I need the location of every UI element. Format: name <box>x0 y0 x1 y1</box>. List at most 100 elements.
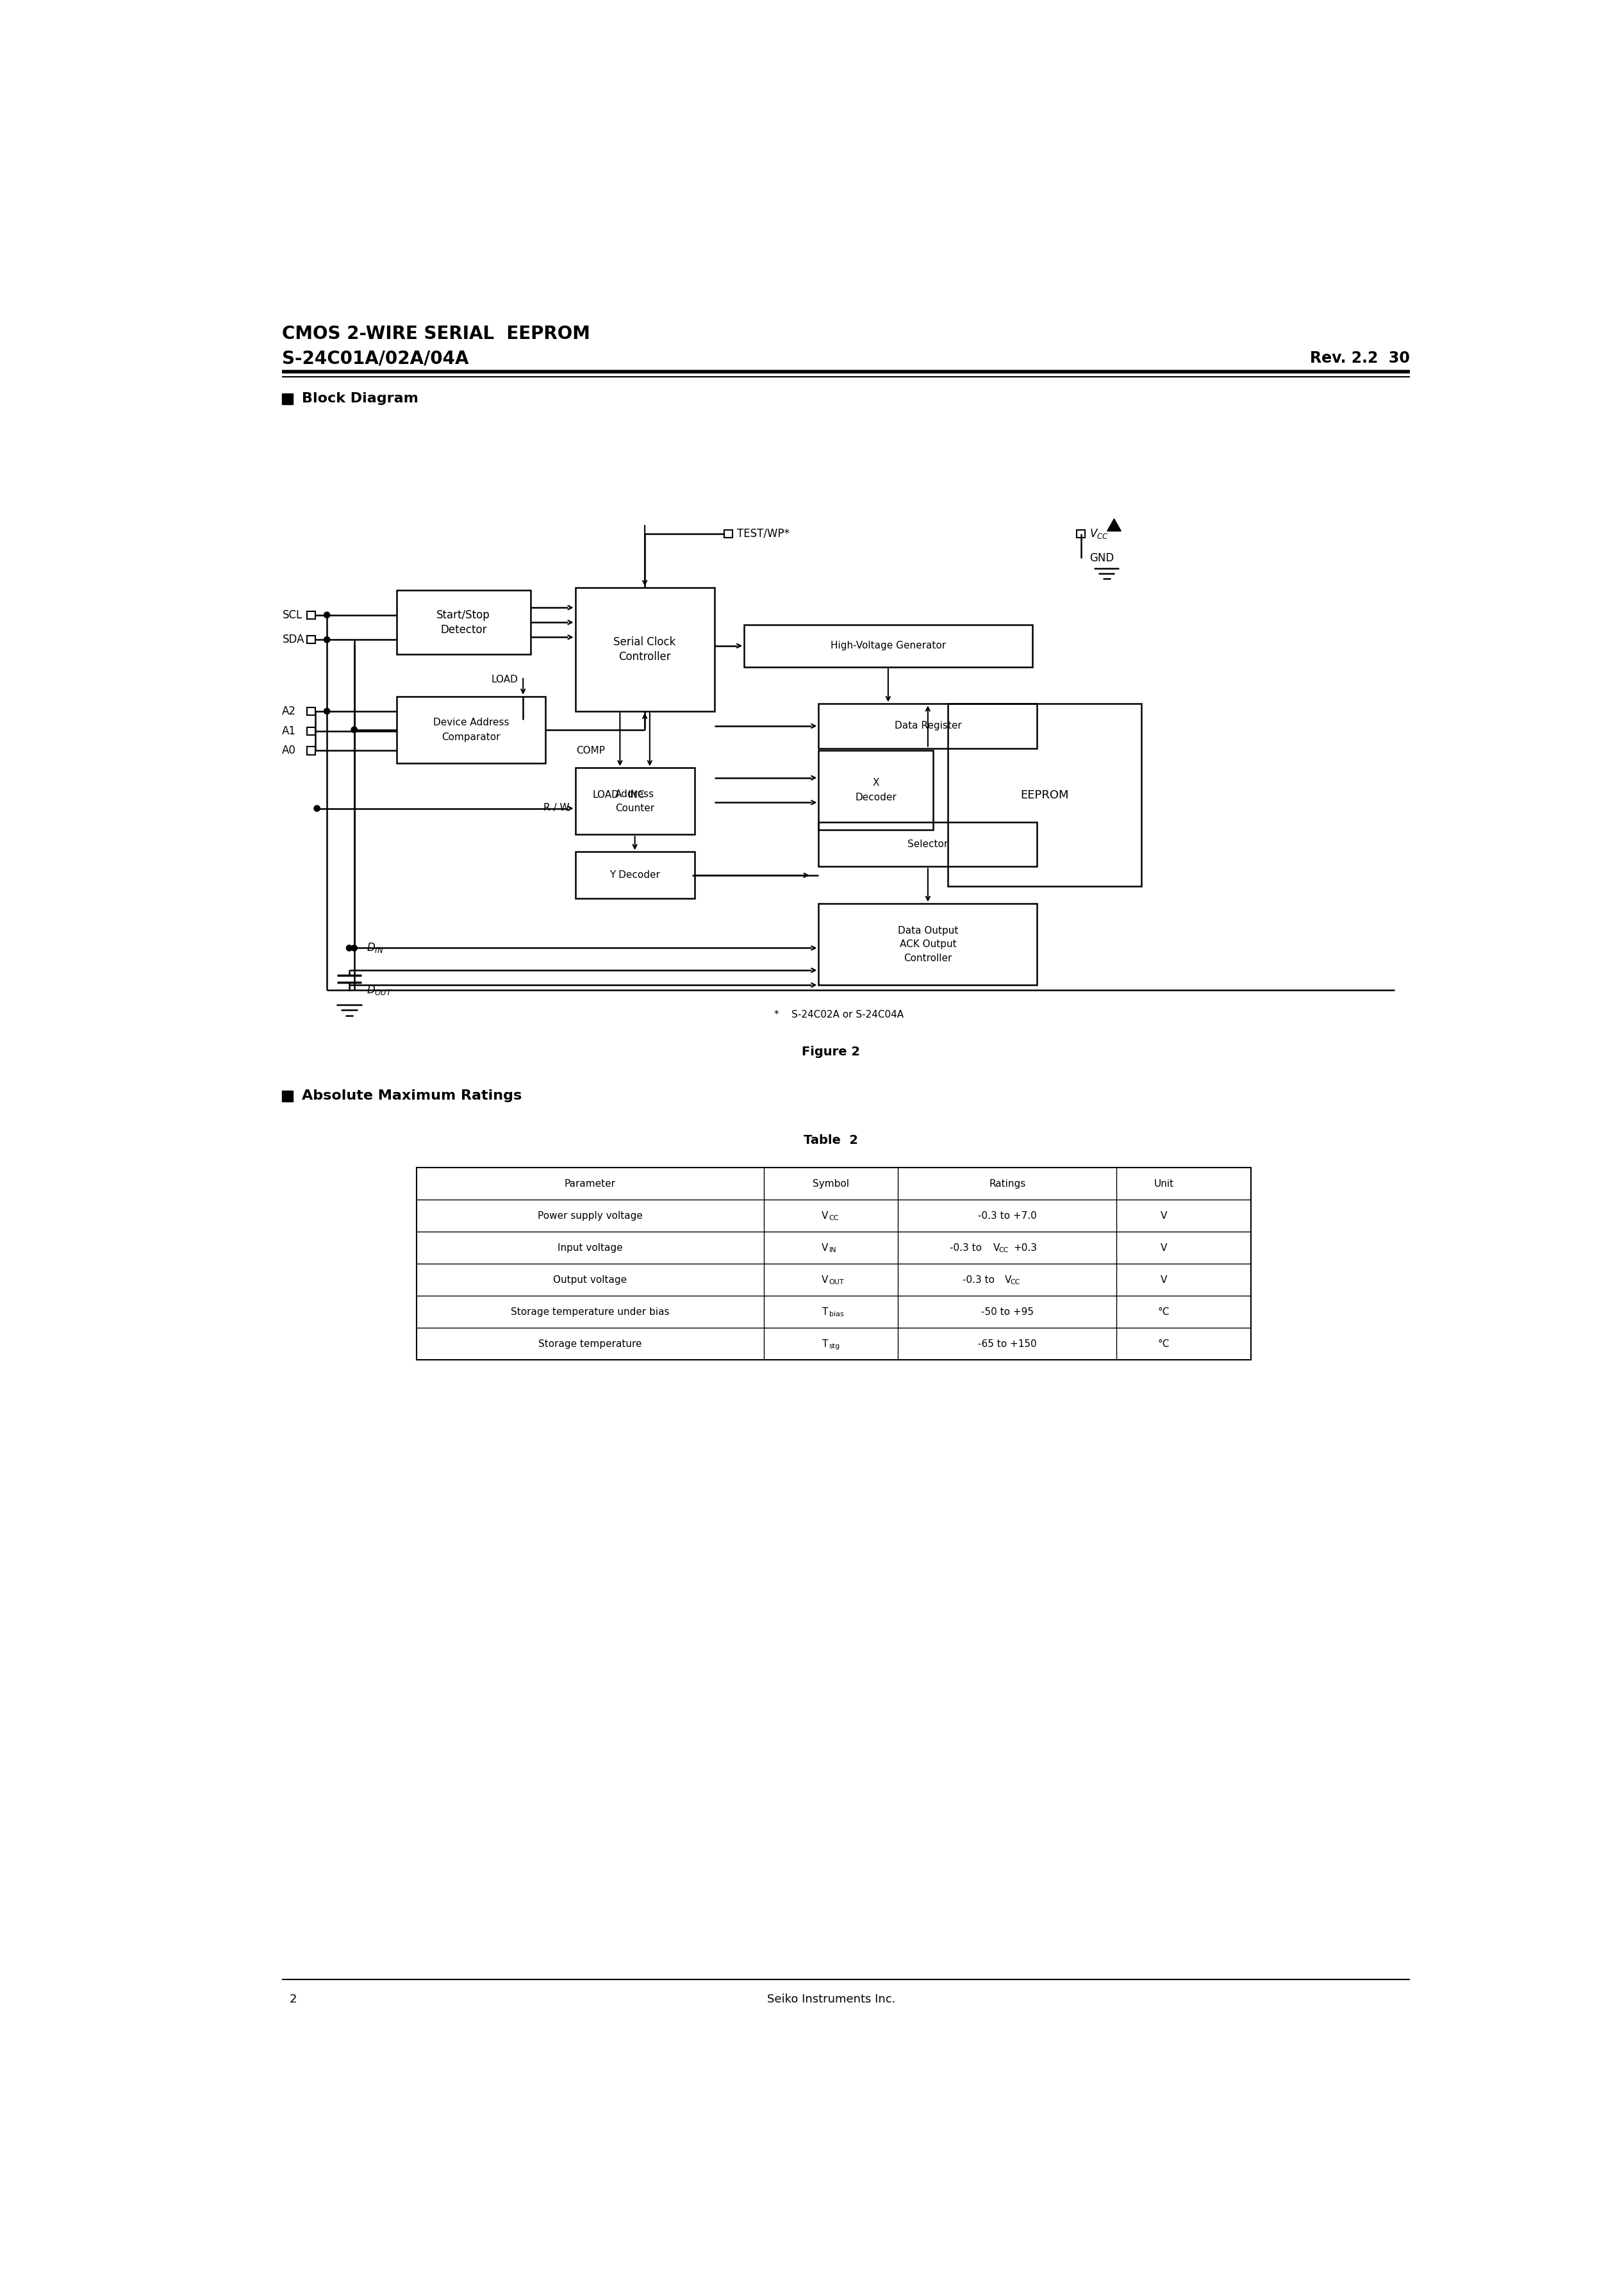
Bar <box>947 705 1142 886</box>
Text: Controller: Controller <box>618 652 672 664</box>
Text: EEPROM: EEPROM <box>1020 790 1069 801</box>
Text: GND: GND <box>1090 553 1114 565</box>
Text: Input voltage: Input voltage <box>558 1242 623 1254</box>
Text: Serial Clock: Serial Clock <box>613 636 676 647</box>
Bar <box>307 728 315 735</box>
Text: Y Decoder: Y Decoder <box>610 870 660 879</box>
Text: V: V <box>1160 1210 1168 1221</box>
Circle shape <box>315 806 320 810</box>
Text: Figure 2: Figure 2 <box>801 1045 860 1058</box>
Text: LOAD: LOAD <box>491 675 517 684</box>
Text: Table  2: Table 2 <box>805 1134 858 1146</box>
Text: S-24C01A/02A/04A: S-24C01A/02A/04A <box>282 349 469 367</box>
Text: LOAD: LOAD <box>592 790 620 799</box>
Text: Data Output: Data Output <box>897 925 959 934</box>
Text: bias: bias <box>829 1311 843 1318</box>
Text: Rev. 2.2  30: Rev. 2.2 30 <box>1309 351 1410 365</box>
Text: Device Address: Device Address <box>433 719 509 728</box>
Text: OUT: OUT <box>829 1279 843 1286</box>
Circle shape <box>324 613 329 618</box>
Bar <box>282 393 294 404</box>
Text: Symbol: Symbol <box>813 1178 850 1189</box>
Text: 2: 2 <box>290 1993 297 2004</box>
Text: A1: A1 <box>282 726 297 737</box>
Circle shape <box>324 707 329 714</box>
Text: INC: INC <box>628 790 646 799</box>
Bar <box>396 590 530 654</box>
Bar <box>282 1091 294 1102</box>
Text: Controller: Controller <box>903 953 952 962</box>
Bar <box>417 1169 1251 1359</box>
Text: $D_{OUT}$: $D_{OUT}$ <box>367 983 393 996</box>
Text: -0.3 to: -0.3 to <box>950 1242 985 1254</box>
Text: +0.3: +0.3 <box>1014 1242 1036 1254</box>
Text: Comparator: Comparator <box>441 732 500 742</box>
Text: Address: Address <box>615 790 654 799</box>
Text: V: V <box>821 1242 829 1254</box>
Text: Storage temperature: Storage temperature <box>539 1339 642 1348</box>
Circle shape <box>324 636 329 643</box>
Text: Output voltage: Output voltage <box>553 1274 628 1286</box>
Bar <box>1077 530 1085 537</box>
Circle shape <box>352 728 357 732</box>
Bar <box>576 852 694 898</box>
Text: Power supply voltage: Power supply voltage <box>537 1210 642 1221</box>
Text: CC: CC <box>1011 1279 1020 1286</box>
Text: V: V <box>821 1210 829 1221</box>
Bar <box>307 611 315 620</box>
Bar <box>307 746 315 755</box>
Bar <box>396 696 545 762</box>
Text: -0.3 to +7.0: -0.3 to +7.0 <box>978 1210 1036 1221</box>
Text: V: V <box>993 1242 1001 1254</box>
Text: IN: IN <box>829 1247 837 1254</box>
Bar <box>576 588 714 712</box>
Text: V: V <box>1006 1274 1012 1286</box>
Text: Storage temperature under bias: Storage temperature under bias <box>511 1306 670 1316</box>
Text: stg: stg <box>829 1343 840 1350</box>
Text: V: V <box>1160 1274 1168 1286</box>
Text: Parameter: Parameter <box>564 1178 616 1189</box>
Text: -65 to +150: -65 to +150 <box>978 1339 1036 1348</box>
Text: SCL: SCL <box>282 608 302 620</box>
Bar <box>819 751 933 829</box>
Text: High-Voltage Generator: High-Voltage Generator <box>830 641 946 650</box>
Text: A0: A0 <box>282 744 297 755</box>
Text: Counter: Counter <box>615 804 654 813</box>
Text: -0.3 to: -0.3 to <box>962 1274 998 1286</box>
Text: -50 to +95: -50 to +95 <box>981 1306 1033 1316</box>
Text: Decoder: Decoder <box>855 792 897 801</box>
Text: TEST/WP*: TEST/WP* <box>736 528 790 540</box>
Text: ACK Output: ACK Output <box>900 939 957 948</box>
Text: °C: °C <box>1158 1339 1169 1348</box>
Text: CC: CC <box>829 1215 839 1221</box>
Bar <box>307 636 315 643</box>
Text: V: V <box>821 1274 829 1286</box>
Text: °C: °C <box>1158 1306 1169 1316</box>
Text: $D_{IN}$: $D_{IN}$ <box>367 941 384 955</box>
Bar <box>819 905 1036 985</box>
Text: SDA: SDA <box>282 634 305 645</box>
Text: Seiko Instruments Inc.: Seiko Instruments Inc. <box>767 1993 895 2004</box>
Text: V: V <box>1160 1242 1168 1254</box>
Bar <box>725 530 732 537</box>
Polygon shape <box>1108 519 1121 530</box>
Text: CMOS 2-WIRE SERIAL  EEPROM: CMOS 2-WIRE SERIAL EEPROM <box>282 324 590 342</box>
Circle shape <box>352 946 357 951</box>
Text: R / W: R / W <box>543 804 569 813</box>
Text: Ratings: Ratings <box>989 1178 1025 1189</box>
Bar <box>744 625 1032 666</box>
Circle shape <box>345 946 352 951</box>
Text: X: X <box>873 778 879 788</box>
Bar <box>819 822 1036 866</box>
Text: *    S-24C02A or S-24C04A: * S-24C02A or S-24C04A <box>774 1010 903 1019</box>
Text: T: T <box>822 1306 829 1316</box>
Text: A2: A2 <box>282 705 297 716</box>
Text: Start/Stop: Start/Stop <box>436 608 490 620</box>
Text: CC: CC <box>999 1247 1009 1254</box>
Bar <box>576 767 694 833</box>
Text: Data Register: Data Register <box>894 721 962 730</box>
Text: Block Diagram: Block Diagram <box>302 393 418 406</box>
Text: T: T <box>822 1339 829 1348</box>
Bar <box>819 705 1036 748</box>
Bar <box>307 707 315 714</box>
